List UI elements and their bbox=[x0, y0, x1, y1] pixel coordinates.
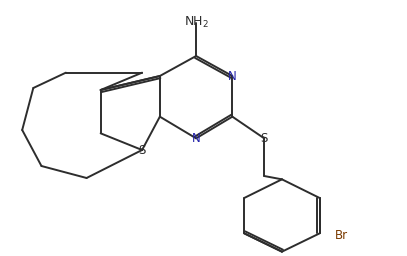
Text: S: S bbox=[260, 132, 268, 145]
Text: N: N bbox=[192, 132, 201, 145]
Text: NH$_2$: NH$_2$ bbox=[184, 15, 209, 30]
Text: N: N bbox=[228, 69, 237, 82]
Text: Br: Br bbox=[335, 229, 348, 242]
Text: S: S bbox=[138, 144, 146, 156]
